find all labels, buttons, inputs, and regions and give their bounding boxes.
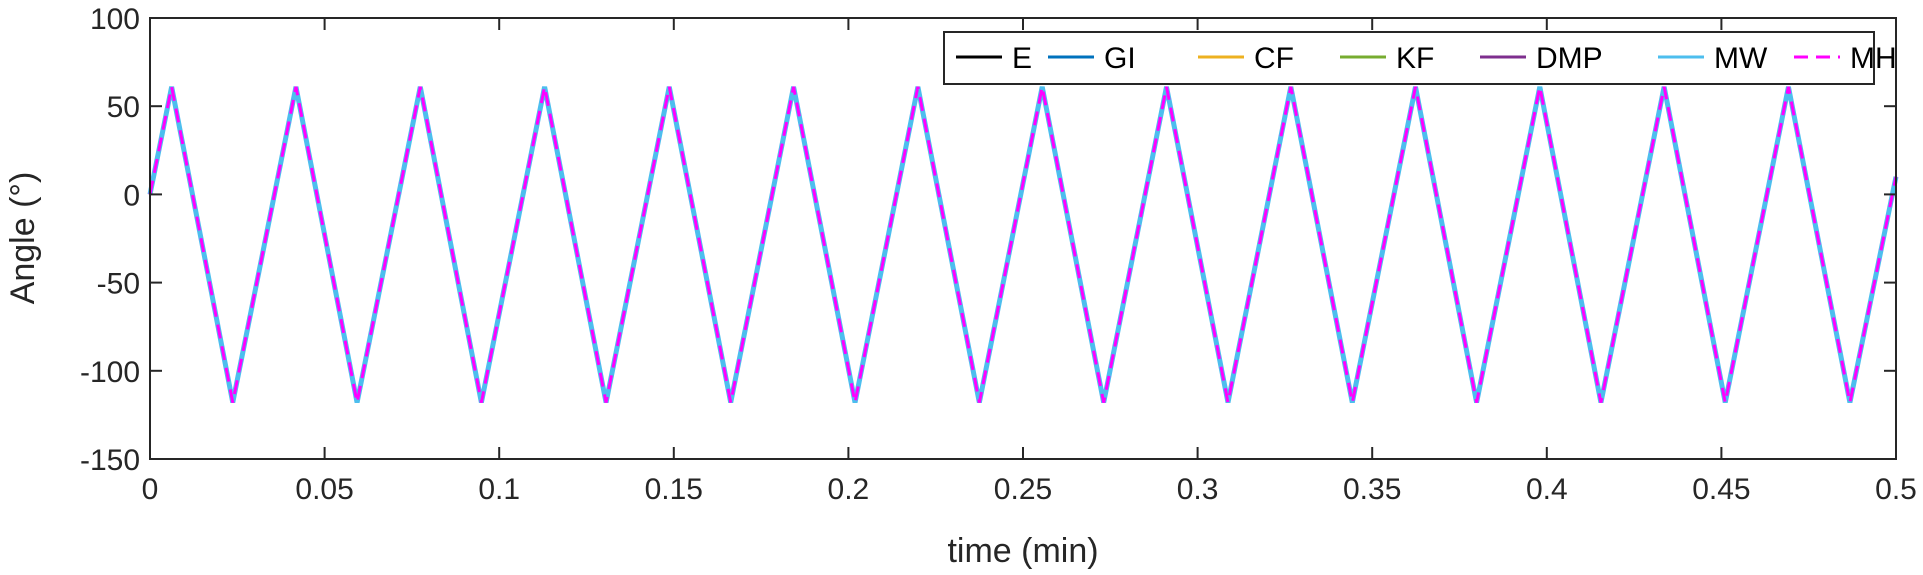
x-tick-label: 0.1 [478, 473, 520, 506]
plot-frame [149, 17, 1897, 460]
x-axis-label: time (min) [947, 532, 1098, 570]
legend-box [943, 31, 1875, 85]
x-tick-label: 0.15 [645, 473, 703, 506]
x-tick-labels: 0 0.05 0.1 0.15 0.2 0.25 0.3 0.35 0.4 0.45 0.5 [142, 473, 1917, 506]
legend: E GI CF KF DMP MW MH [943, 31, 1897, 85]
y-tick-label: -100 [80, 356, 140, 389]
x-tick-label: 0.25 [994, 473, 1052, 506]
legend-label-e: E [1012, 42, 1032, 75]
legend-label-mh: MH [1850, 42, 1897, 75]
series-line-mh [148, 86, 1898, 403]
x-tick-label: 0.5 [1875, 473, 1917, 506]
x-tick-label: 0 [142, 473, 159, 506]
y-tick-labels: 100 50 0 -50 -100 -150 [80, 3, 140, 477]
legend-label-mw: MW [1714, 42, 1768, 75]
x-tick-label: 0.05 [295, 473, 353, 506]
x-tick-label: 0.3 [1177, 473, 1219, 506]
y-tick-label: -150 [80, 444, 140, 477]
y-tick-label: 100 [90, 3, 140, 36]
legend-items: E GI CF KF DMP MW MH [956, 42, 1897, 75]
legend-label-dmp: DMP [1536, 42, 1603, 75]
series-lines [147, 86, 1899, 404]
legend-label-gi: GI [1104, 42, 1136, 75]
y-axis-label: Angle (°) [4, 172, 42, 305]
y-tick-label: 50 [107, 91, 140, 124]
y-tick-label: 0 [123, 179, 140, 212]
x-tick-label: 0.4 [1526, 473, 1568, 506]
x-tick-label: 0.45 [1692, 473, 1750, 506]
legend-label-cf: CF [1254, 42, 1294, 75]
x-tick-label: 0.35 [1343, 473, 1401, 506]
legend-label-kf: KF [1396, 42, 1434, 75]
x-tick-label: 0.2 [828, 473, 870, 506]
y-tick-label: -50 [97, 268, 140, 301]
